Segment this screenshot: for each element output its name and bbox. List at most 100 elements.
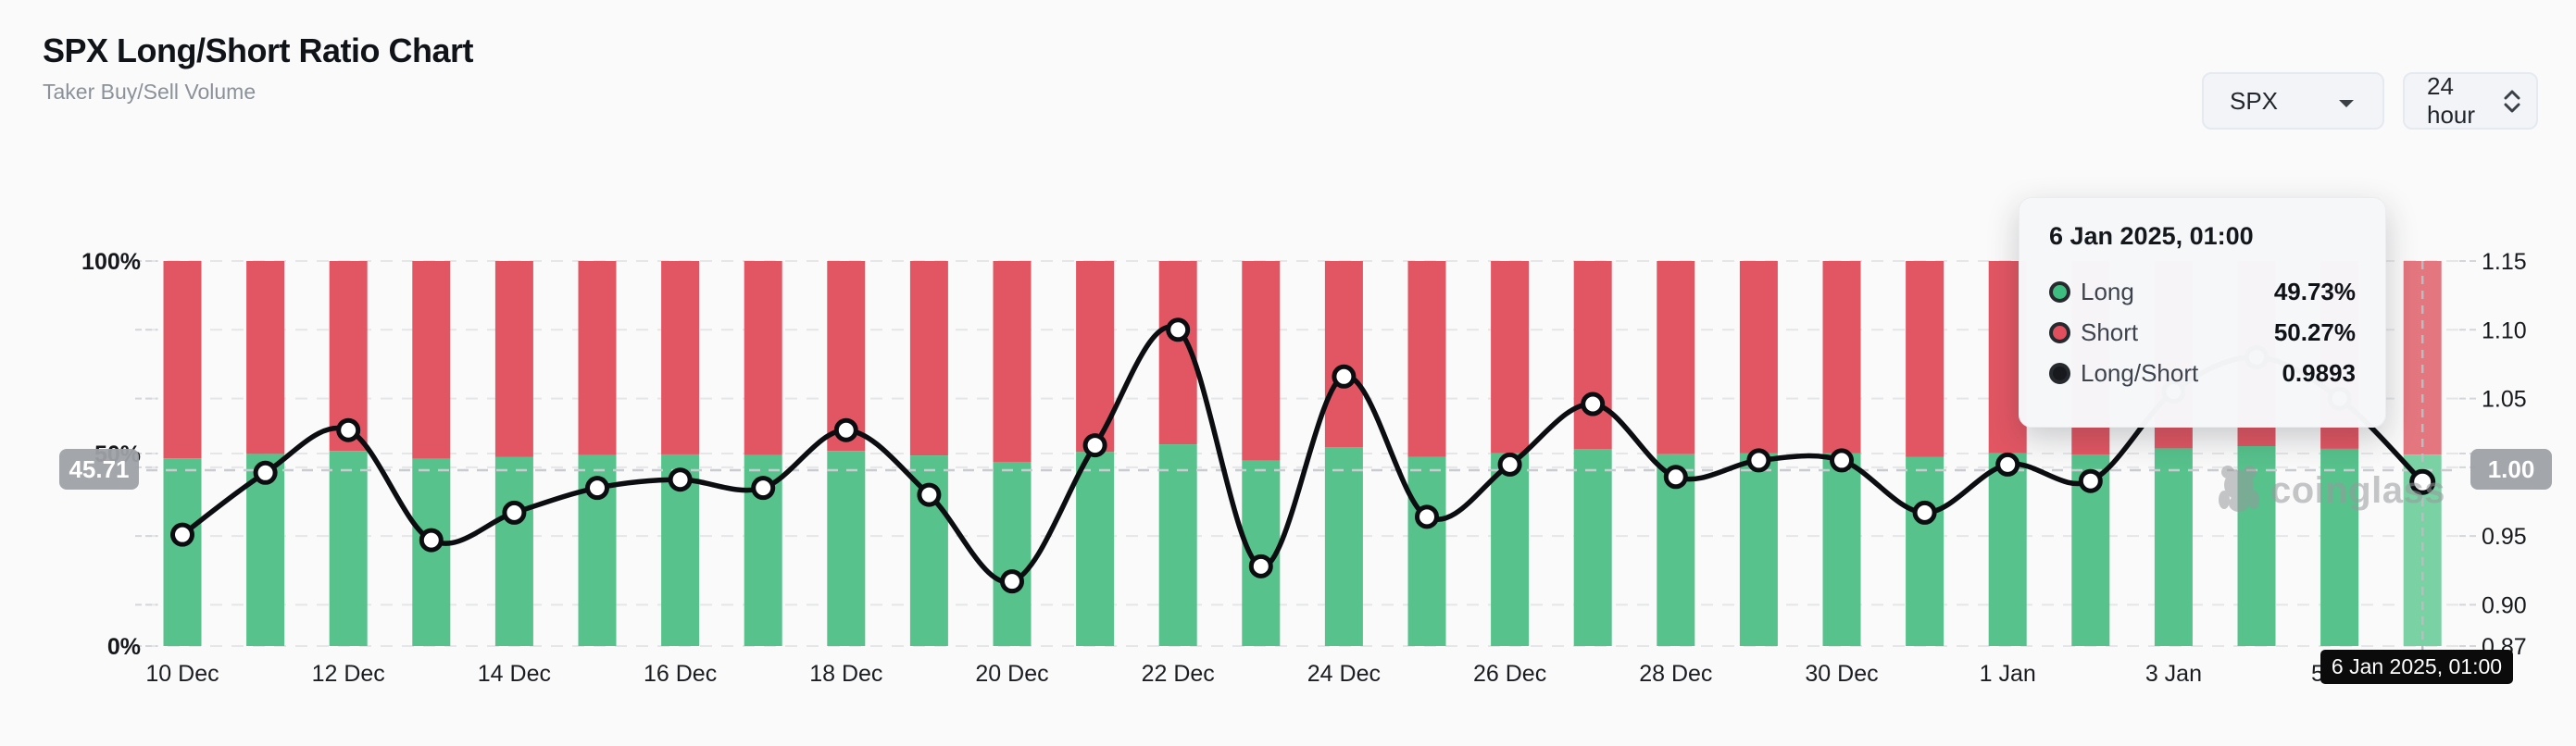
y-axis-right-label: 1.15 [2482, 249, 2527, 275]
y-axis-right-label: 1.05 [2482, 387, 2527, 413]
bar-short[interactable] [1242, 261, 1281, 461]
line-point [336, 417, 361, 442]
bar-long[interactable] [163, 458, 202, 646]
bar-long[interactable] [412, 458, 451, 646]
x-axis-label: 24 Dec [1307, 661, 1381, 687]
bar-long[interactable] [1076, 452, 1115, 646]
line-point [585, 476, 609, 501]
line-point [1746, 448, 1771, 473]
bar-long[interactable] [1158, 444, 1197, 646]
x-axis-label: 20 Dec [975, 661, 1048, 687]
bar-long[interactable] [2237, 446, 2276, 646]
chevron-down-icon [2336, 87, 2357, 116]
bar-short[interactable] [246, 261, 285, 454]
symbol-dropdown[interactable]: SPX [2202, 72, 2384, 130]
bar-short[interactable] [1491, 261, 1530, 454]
bar-long[interactable] [1988, 453, 2027, 646]
bar-short[interactable] [661, 261, 700, 454]
x-axis-label: 14 Dec [478, 661, 551, 687]
ratio-series-dot-icon [2049, 362, 2070, 384]
line-point [1581, 392, 1606, 417]
bar-short[interactable] [993, 261, 1032, 462]
line-point [253, 460, 278, 485]
line-point [1995, 452, 2020, 477]
bar-long[interactable] [993, 461, 1032, 646]
interval-dropdown-value: 24 hour [2427, 72, 2476, 129]
tooltip-date: 6 Jan 2025, 01:00 [2049, 222, 2254, 250]
y-axis-right-label: 0.90 [2482, 592, 2527, 618]
page-title: SPX Long/Short Ratio Chart [43, 31, 474, 69]
bar-short[interactable] [744, 261, 782, 455]
x-axis-label: 1 Jan [1980, 661, 2036, 687]
line-point [170, 522, 194, 547]
x-axis-label: 28 Dec [1639, 661, 1712, 687]
interval-dropdown[interactable]: 24 hour [2403, 72, 2538, 130]
bar-long[interactable] [1822, 453, 1861, 646]
chart-tooltip: 6 Jan 2025, 01:00 Long 49.73% Short 50.2… [2019, 197, 2386, 428]
tooltip-long-value: 49.73% [2273, 277, 2356, 305]
line-point [1082, 433, 1107, 458]
bar-short[interactable] [1407, 261, 1446, 457]
bar-short[interactable] [1573, 261, 1612, 450]
x-axis-label: 12 Dec [312, 661, 385, 687]
long-series-dot-icon [2049, 280, 2070, 303]
bar-long[interactable] [1739, 453, 1778, 646]
bar-short[interactable] [494, 261, 533, 457]
line-point [1248, 553, 1273, 578]
crosshair-date-badge: 6 Jan 2025, 01:00 [2320, 650, 2513, 684]
bar-short[interactable] [1906, 261, 1945, 457]
short-series-dot-icon [2049, 321, 2070, 343]
x-axis-label: 22 Dec [1142, 661, 1215, 687]
tooltip-row-short: Short 50.27% [2049, 312, 2356, 353]
crosshair-left-value-badge: 45.71 [59, 449, 139, 490]
page-subtitle: Taker Buy/Sell Volume [43, 80, 256, 104]
tooltip-short-label: Short [2081, 317, 2139, 346]
tooltip-row-long: Long 49.73% [2049, 271, 2356, 312]
bar-short[interactable] [1324, 261, 1363, 448]
bar-short[interactable] [412, 261, 451, 459]
line-point [502, 500, 527, 525]
bar-short[interactable] [578, 261, 617, 455]
tooltip-row-ratio: Long/Short 0.9893 [2049, 353, 2356, 393]
bar-short[interactable] [1822, 261, 1861, 454]
y-axis-left-label: 0% [107, 634, 141, 660]
bars[interactable] [163, 261, 2442, 646]
line-point [1912, 500, 1937, 525]
tooltip-long-label: Long [2081, 277, 2134, 305]
symbol-dropdown-value: SPX [2230, 86, 2279, 115]
bar-short[interactable] [1657, 261, 1695, 454]
x-axis-label: 30 Dec [1805, 661, 1878, 687]
tooltip-ratio-value: 0.9893 [2282, 358, 2356, 387]
chevron-up-down-icon [2503, 90, 2521, 113]
line-point [419, 528, 444, 553]
y-axis-left-label: 100% [81, 249, 141, 275]
line-point [751, 476, 776, 501]
bar-short[interactable] [1739, 261, 1778, 454]
ratio-line-series [170, 317, 2436, 594]
bar-long[interactable] [246, 454, 285, 646]
bar-long[interactable] [329, 451, 368, 646]
crosshair-right-value-badge: 1.00 [2470, 449, 2552, 490]
bar-short[interactable] [163, 261, 202, 459]
x-axis-label: 26 Dec [1473, 661, 1546, 687]
bar-short[interactable] [909, 261, 948, 456]
line-point [1415, 504, 1439, 529]
bar-long[interactable] [1324, 447, 1363, 646]
bar-long[interactable] [494, 456, 533, 646]
bar-long[interactable] [1573, 449, 1612, 646]
line-point [1830, 448, 1854, 473]
bar-long[interactable] [1407, 456, 1446, 646]
tooltip-ratio-label: Long/Short [2081, 358, 2199, 387]
bar-long[interactable] [1491, 453, 1530, 646]
bar-long[interactable] [2320, 448, 2359, 646]
tooltip-short-value: 50.27% [2273, 317, 2356, 346]
line-point [1663, 465, 1688, 490]
y-axis-right-label: 0.95 [2482, 524, 2527, 550]
line-point [1497, 452, 1522, 477]
bar-long[interactable] [827, 451, 866, 646]
bar-long[interactable] [2154, 448, 2193, 646]
bar-long[interactable] [1906, 456, 1945, 646]
